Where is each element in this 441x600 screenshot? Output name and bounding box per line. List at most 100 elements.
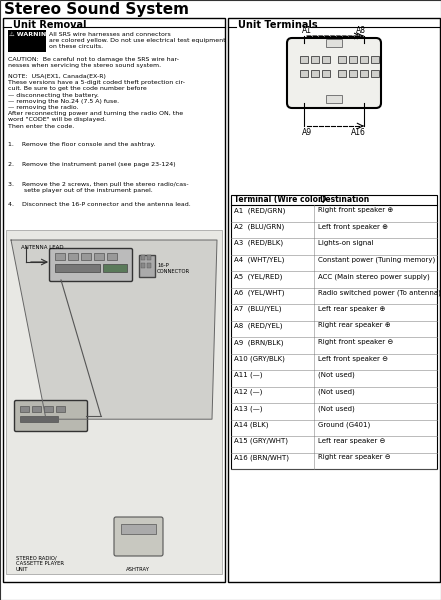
Text: 16-P
CONNECTOR: 16-P CONNECTOR [157,263,190,274]
Bar [231,320,437,337]
Bar [349,70,357,77]
Bar [231,370,437,386]
Text: Right rear speaker ⊕: Right rear speaker ⊕ [318,323,391,329]
Bar [349,56,357,63]
Text: ⚠ WARNING: ⚠ WARNING [9,32,51,37]
Bar [55,264,100,272]
Text: (Not used): (Not used) [318,389,355,395]
Bar [231,238,437,254]
Text: A9  (BRN/BLK): A9 (BRN/BLK) [234,339,284,346]
Text: Left rear speaker ⊖: Left rear speaker ⊖ [318,438,385,444]
Bar [147,263,151,268]
Text: A16 (BRN/WHT): A16 (BRN/WHT) [234,455,289,461]
Bar [68,253,78,260]
Bar [231,419,437,436]
Bar [231,287,437,304]
Text: A11 (—): A11 (—) [234,372,262,379]
Bar [20,416,58,422]
Bar [81,253,91,260]
Text: Right front speaker ⊖: Right front speaker ⊖ [318,339,393,345]
FancyBboxPatch shape [114,517,163,556]
Text: Unit Terminals: Unit Terminals [238,20,318,30]
Bar [360,70,368,77]
Bar [300,56,308,63]
Text: CAUTION:  Be careful not to damage the SRS wire har-
nesses when servicing the s: CAUTION: Be careful not to damage the SR… [8,57,179,68]
Bar [311,56,319,63]
Bar [231,353,437,370]
FancyBboxPatch shape [287,38,381,108]
Text: ACC (Main stereo power supply): ACC (Main stereo power supply) [318,273,430,280]
Text: A1: A1 [302,26,312,35]
Text: A4  (WHT/YEL): A4 (WHT/YEL) [234,257,284,263]
Bar [326,95,342,103]
Bar [231,271,437,287]
Text: Lights-on signal: Lights-on signal [318,240,374,246]
Bar [311,70,319,77]
Text: (Not used): (Not used) [318,372,355,379]
Bar [231,254,437,271]
Bar [103,264,127,272]
Text: A6  (YEL/WHT): A6 (YEL/WHT) [234,289,284,296]
Text: Left front speaker ⊕: Left front speaker ⊕ [318,223,388,229]
Text: Constant power (Tuning memory): Constant power (Tuning memory) [318,257,435,263]
Text: A12 (—): A12 (—) [234,389,262,395]
Bar [3,18,225,582]
Bar [371,70,379,77]
Text: A9: A9 [302,128,312,137]
Bar [338,70,346,77]
Text: Radio switched power (To antenna): Radio switched power (To antenna) [318,289,441,296]
Bar [322,70,330,77]
Bar [231,304,437,320]
Text: Left front speaker ⊖: Left front speaker ⊖ [318,355,388,361]
Bar [231,205,437,221]
Bar [55,253,65,260]
Bar [231,452,437,469]
Text: Terminal (Wire color): Terminal (Wire color) [234,195,325,204]
Bar [44,406,53,412]
Text: A16: A16 [351,128,366,137]
Bar [231,386,437,403]
Text: ANTENNA LEAD: ANTENNA LEAD [21,245,64,250]
Bar [371,56,379,63]
Polygon shape [11,240,217,419]
Bar [94,253,104,260]
Text: Destination: Destination [319,195,369,204]
Text: 3.    Remove the 2 screws, then pull the stereo radio/cas-
        sette player : 3. Remove the 2 screws, then pull the st… [8,182,189,193]
Text: NOTE:  USA(EX1, Canada(EX-R)
These versions have a 5-digit coded theft protectio: NOTE: USA(EX1, Canada(EX-R) These versio… [8,74,185,128]
Bar [56,406,65,412]
Text: A13 (—): A13 (—) [234,405,262,412]
Text: A1  (RED/GRN): A1 (RED/GRN) [234,207,285,214]
Text: Stereo Sound System: Stereo Sound System [4,2,189,17]
Bar [121,524,156,534]
FancyBboxPatch shape [15,401,87,431]
Text: (Not used): (Not used) [318,405,355,412]
Text: Right front speaker ⊕: Right front speaker ⊕ [318,207,393,213]
Bar [231,195,437,469]
Bar [231,403,437,419]
Text: ASHTRAY: ASHTRAY [126,567,150,572]
Text: Right rear speaker ⊖: Right rear speaker ⊖ [318,455,391,461]
Bar [147,255,151,260]
Bar [107,253,117,260]
Bar [139,255,155,277]
Bar [231,337,437,353]
Text: 2.    Remove the instrument panel (see page 23-124): 2. Remove the instrument panel (see page… [8,162,176,167]
Bar [326,39,342,47]
Bar [141,263,145,268]
Text: A2  (BLU/GRN): A2 (BLU/GRN) [234,223,284,230]
Text: A3  (RED/BLK): A3 (RED/BLK) [234,240,283,247]
Bar [32,406,41,412]
Bar [8,30,46,52]
Text: A7  (BLU/YEL): A7 (BLU/YEL) [234,306,281,313]
Bar [360,56,368,63]
Text: 4.    Disconnect the 16-P connector and the antenna lead.: 4. Disconnect the 16-P connector and the… [8,202,191,207]
Text: A8: A8 [356,26,366,35]
Bar [231,436,437,452]
Text: All SRS wire harnesses and connectors
are colored yellow. Do not use electrical : All SRS wire harnesses and connectors ar… [49,32,226,49]
Bar [231,221,437,238]
Text: A14 (BLK): A14 (BLK) [234,421,269,428]
Text: Unit Removal: Unit Removal [13,20,86,30]
Bar [338,56,346,63]
Text: A10 (GRY/BLK): A10 (GRY/BLK) [234,355,285,362]
Text: Left rear speaker ⊕: Left rear speaker ⊕ [318,306,385,312]
